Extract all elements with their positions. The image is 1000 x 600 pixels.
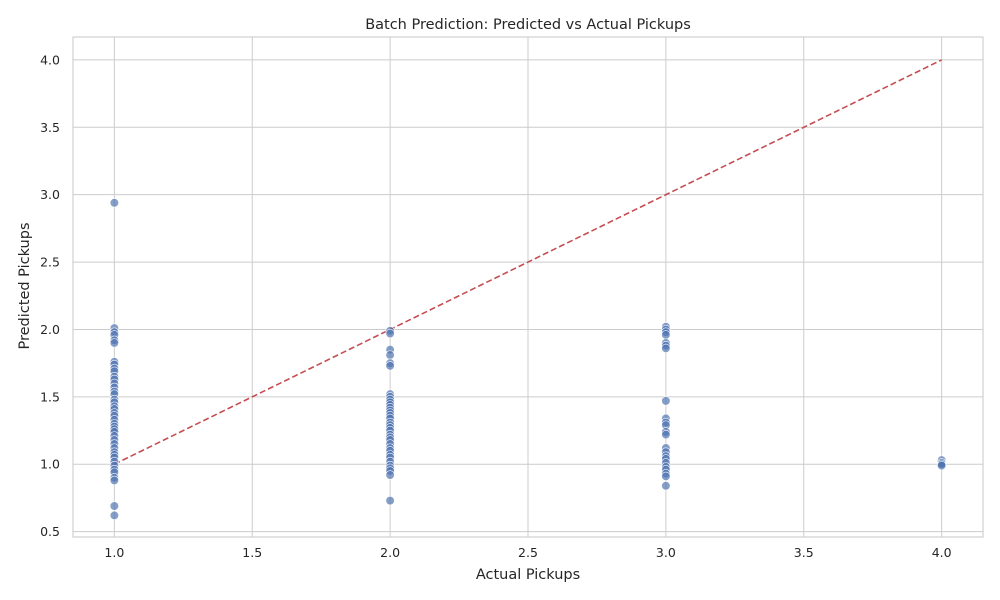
- data-point: [937, 460, 947, 471]
- data-point: [385, 361, 395, 371]
- data-point: [661, 429, 671, 440]
- x-tick-label: 4.0: [932, 545, 952, 560]
- x-axis-label: Actual Pickups: [476, 567, 580, 583]
- y-tick-labels: 0.5 1.0 1.5 2.0 2.5 3.0 3.5 4.0: [40, 52, 60, 539]
- y-tick-label: 1.0: [40, 457, 60, 472]
- data-point: [661, 396, 671, 406]
- reference-line-layer: [114, 59, 942, 465]
- data-points: [109, 198, 947, 521]
- data-point: [661, 343, 671, 353]
- data-point: [109, 475, 119, 485]
- data-point: [661, 471, 671, 481]
- y-tick-label: 0.5: [40, 524, 60, 539]
- data-point: [109, 198, 119, 208]
- plot-frame: [72, 36, 984, 538]
- y-axis-label: Predicted Pickups: [17, 222, 33, 349]
- data-point: [109, 510, 119, 521]
- data-point: [385, 328, 395, 339]
- x-tick-label: 2.0: [380, 545, 400, 560]
- chart-title: Batch Prediction: Predicted vs Actual Pi…: [365, 17, 691, 33]
- data-point: [661, 330, 671, 340]
- y-tick-label: 2.0: [40, 322, 60, 337]
- data-point: [385, 470, 395, 480]
- y-tick-label: 4.0: [40, 52, 60, 67]
- x-tick-label: 1.0: [104, 545, 124, 560]
- data-point: [385, 496, 395, 506]
- data-point: [109, 501, 119, 511]
- y-tick-label: 1.5: [40, 389, 60, 404]
- grid: [73, 37, 983, 537]
- data-point: [661, 481, 671, 491]
- y-tick-label: 3.5: [40, 120, 60, 135]
- x-tick-label: 1.5: [242, 545, 262, 560]
- x-tick-labels: 1.0 1.5 2.0 2.5 3.0 3.5 4.0: [104, 545, 951, 560]
- data-point: [109, 338, 119, 348]
- y-tick-label: 2.5: [40, 255, 60, 270]
- reference-line: [114, 59, 942, 465]
- x-tick-label: 3.0: [656, 545, 676, 560]
- y-tick-label: 3.0: [40, 187, 60, 202]
- data-point: [385, 350, 395, 360]
- x-tick-label: 2.5: [518, 545, 538, 560]
- x-tick-label: 3.5: [794, 545, 814, 560]
